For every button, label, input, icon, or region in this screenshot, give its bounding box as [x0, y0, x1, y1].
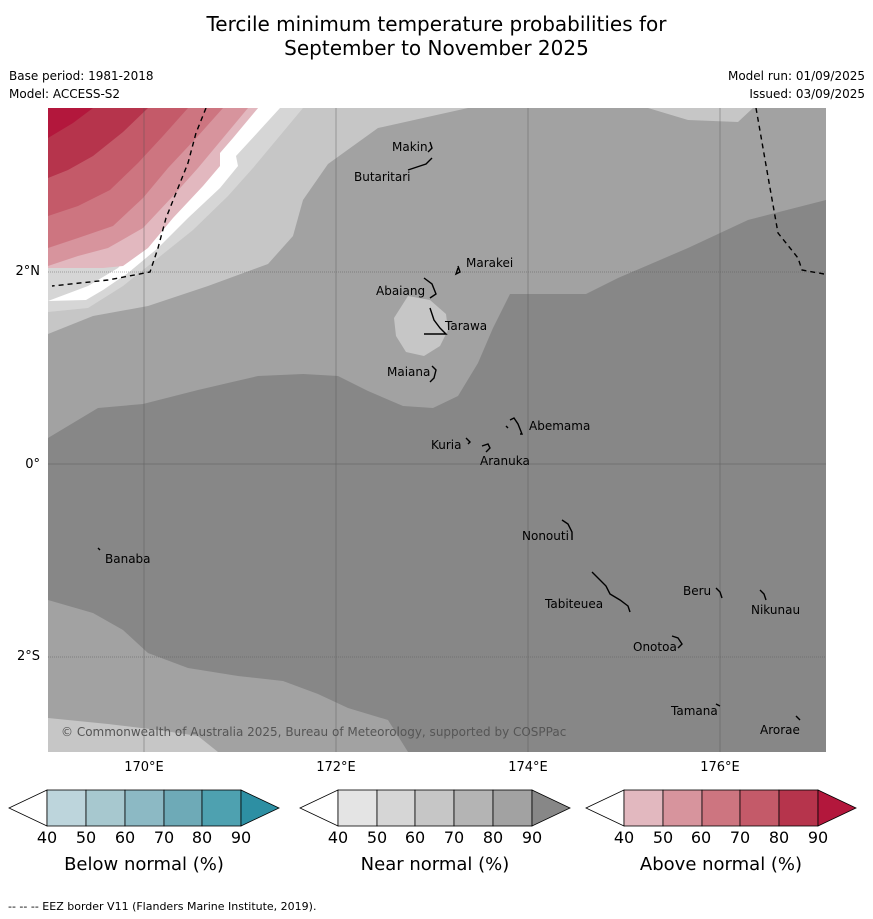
cb-near-tick-90: 90 — [521, 828, 543, 847]
cb-below-tick-50: 50 — [75, 828, 97, 847]
colorbar-above-label: Above normal (%) — [639, 854, 803, 875]
island-butaritari — [407, 157, 433, 171]
near-normal-70-region-lower — [48, 718, 218, 752]
island-tarawa — [424, 307, 448, 335]
cb-below-tick-90: 90 — [230, 828, 252, 847]
cb-near-tick-70: 70 — [443, 828, 465, 847]
island-nonouti — [561, 519, 573, 540]
cb-above-tick-70: 70 — [729, 828, 751, 847]
label-maiana: Maiana — [387, 365, 430, 379]
label-banaba: Banaba — [105, 552, 151, 566]
lat-label-2n: 2°N — [15, 264, 41, 279]
island-abaiang — [423, 277, 437, 299]
cb-above-tick-40: 40 — [613, 828, 635, 847]
cb-above-tick-80: 80 — [768, 828, 790, 847]
map-panel[interactable]: Makin Butaritari Marakei Abaiang Tarawa … — [48, 108, 826, 752]
island-aranuka — [481, 443, 491, 453]
lon-label-170e: 170°E — [124, 760, 164, 775]
islands — [97, 141, 801, 721]
label-marakei: Marakei — [466, 256, 513, 270]
island-tabiteuea — [591, 571, 631, 613]
label-aranuka: Aranuka — [480, 454, 530, 468]
cb-near-tick-80: 80 — [482, 828, 504, 847]
label-butaritari: Butaritari — [354, 170, 411, 184]
chart-title: Tercile minimum temperature probabilitie… — [0, 12, 873, 60]
label-kuria: Kuria — [431, 438, 462, 452]
copyright-notice: © Commonwealth of Australia 2025, Bureau… — [61, 725, 566, 739]
title-line-2: September to November 2025 — [284, 36, 589, 60]
eez-border-east — [755, 108, 825, 275]
colorbar-below-normal — [8, 789, 280, 827]
near-normal-70-region-top-right — [648, 108, 753, 122]
island-makin — [427, 141, 433, 153]
title-line-1: Tercile minimum temperature probabilitie… — [206, 12, 667, 36]
colorbar-above-normal — [585, 789, 857, 827]
colorbar-near-normal — [299, 789, 571, 827]
lat-label-0: 0° — [25, 457, 40, 472]
island-tamana — [715, 703, 721, 707]
label-abemama: Abemama — [529, 419, 590, 433]
lon-label-176e: 176°E — [700, 760, 740, 775]
model-name: Model: ACCESS-S2 — [9, 87, 121, 101]
cb-above-tick-50: 50 — [652, 828, 674, 847]
base-period: Base period: 1981-2018 — [9, 69, 154, 83]
label-arorae: Arorae — [760, 723, 800, 737]
near-normal-80-region-lower — [48, 600, 408, 752]
cb-above-tick-60: 60 — [690, 828, 712, 847]
island-abemama-2 — [505, 425, 509, 429]
colorbar-near-label: Near normal (%) — [360, 854, 510, 875]
island-kuria — [465, 437, 471, 445]
above-normal-80-region — [48, 108, 148, 178]
cb-near-tick-50: 50 — [366, 828, 388, 847]
label-nonouti: Nonouti — [522, 529, 569, 543]
label-beru: Beru — [683, 584, 711, 598]
cb-near-tick-40: 40 — [327, 828, 349, 847]
near-normal-70-region-tarawa — [394, 296, 448, 356]
island-maiana — [429, 365, 437, 383]
colorbar-below-label: Below normal (%) — [64, 854, 224, 875]
island-arorae — [795, 715, 801, 721]
above-normal-90-region — [48, 108, 93, 138]
label-tarawa: Tarawa — [444, 319, 487, 333]
model-run: Model run: 01/09/2025 — [727, 69, 865, 83]
island-nikunau — [759, 589, 767, 601]
lon-label-172e: 172°E — [316, 760, 356, 775]
island-marakei — [454, 265, 461, 276]
lat-label-2s: 2°S — [16, 649, 40, 664]
island-abemama — [509, 417, 524, 435]
cb-above-tick-90: 90 — [807, 828, 829, 847]
island-banaba — [97, 547, 101, 551]
label-tamana: Tamana — [670, 704, 718, 718]
label-onotoa: Onotoa — [633, 640, 677, 654]
graticule — [48, 108, 826, 752]
label-abaiang: Abaiang — [376, 284, 425, 298]
eez-border-west — [51, 108, 207, 287]
cb-below-tick-70: 70 — [153, 828, 175, 847]
colorbars — [8, 789, 857, 827]
eez-legend-footer: -- -- -- EEZ border V11 (Flanders Marine… — [8, 900, 317, 913]
label-nikunau: Nikunau — [751, 603, 800, 617]
near-normal-60-region-2 — [48, 108, 303, 312]
label-makin: Makin — [392, 140, 428, 154]
label-tabiteuea: Tabiteuea — [544, 597, 603, 611]
cb-below-tick-40: 40 — [36, 828, 58, 847]
island-beru — [715, 587, 723, 599]
cb-below-tick-80: 80 — [191, 828, 213, 847]
cb-near-tick-60: 60 — [404, 828, 426, 847]
island-onotoa — [671, 635, 683, 649]
no-tercile-region — [48, 108, 280, 301]
issued-date: Issued: 03/09/2025 — [749, 87, 865, 101]
lon-label-174e: 174°E — [508, 760, 548, 775]
cb-below-tick-60: 60 — [114, 828, 136, 847]
